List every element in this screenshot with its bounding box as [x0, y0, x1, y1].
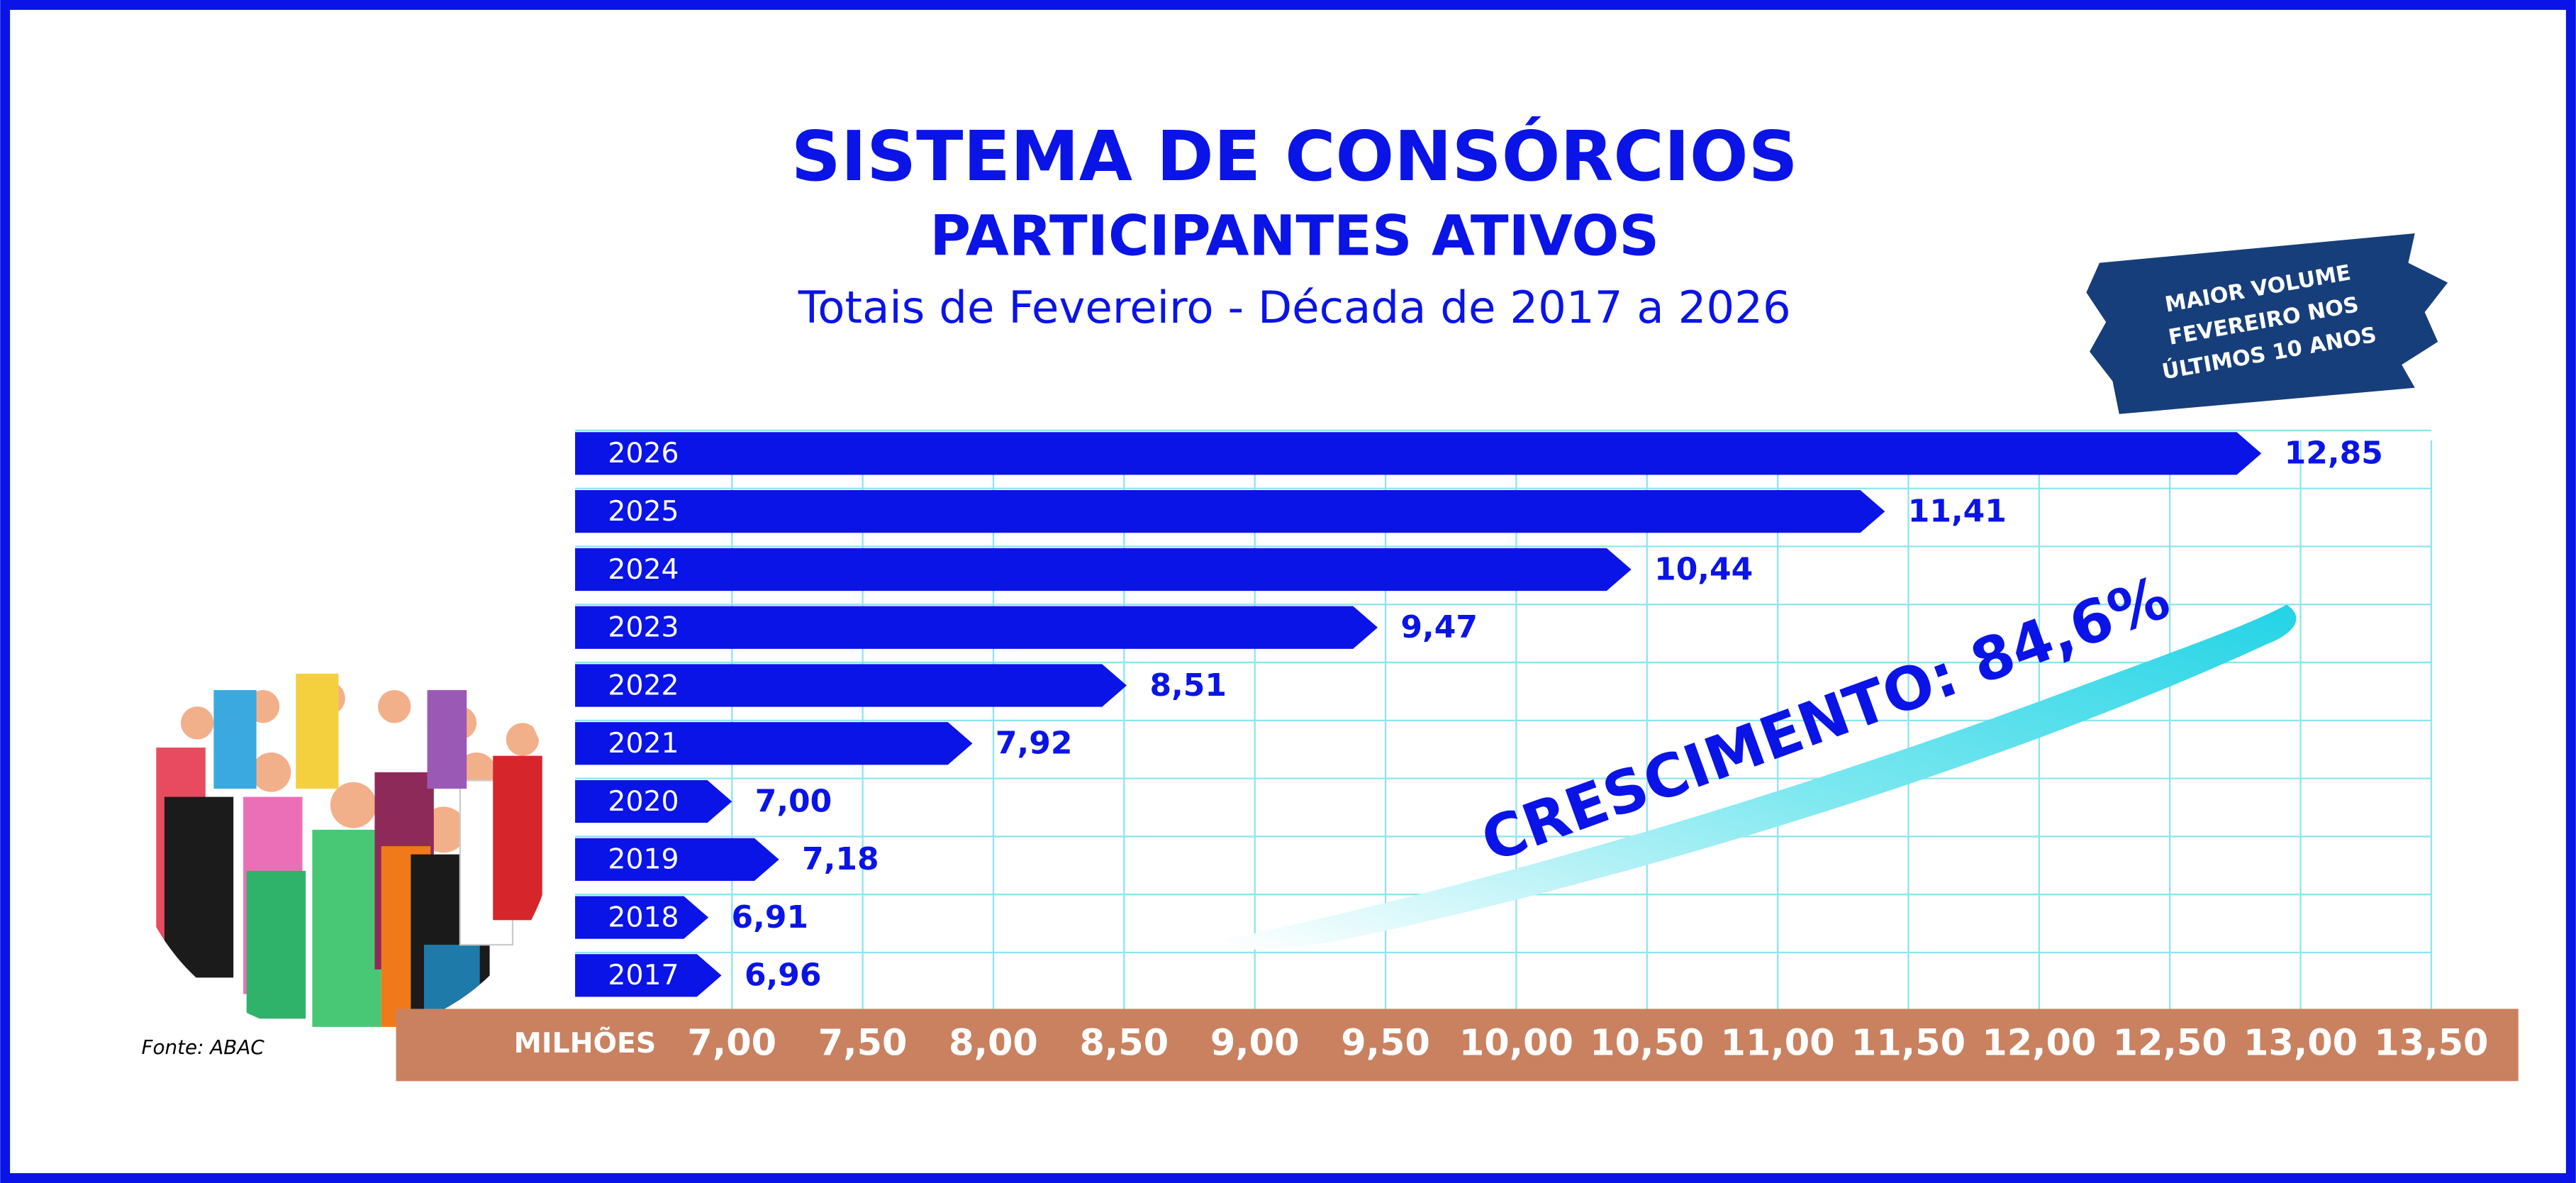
value-label: 11,41: [1908, 493, 2007, 529]
category-label: 2023: [608, 611, 679, 644]
x-tick-label: 13,00: [2243, 1022, 2358, 1064]
chart-subtitle: PARTICIPANTES ATIVOS: [930, 204, 1659, 269]
bar: [575, 664, 1127, 707]
x-axis-label: MILHÕES: [514, 1026, 657, 1060]
bar: [575, 954, 722, 997]
x-tick-label: 12,50: [2113, 1022, 2227, 1064]
x-tick-label: 12,00: [1982, 1022, 2096, 1064]
x-tick-label: 8,50: [1079, 1022, 1169, 1064]
category-label: 2017: [608, 959, 679, 992]
category-label: 2020: [608, 785, 679, 818]
x-axis-band: [396, 1009, 2519, 1082]
crowd-illustration: [128, 608, 556, 1035]
value-label: 6,91: [732, 899, 809, 935]
chart-title: SISTEMA DE CONSÓRCIOS: [791, 115, 1798, 196]
x-tick-label: 7,00: [687, 1022, 776, 1064]
bar: [575, 722, 973, 765]
bar: [575, 432, 2262, 475]
x-tick-label: 7,50: [818, 1022, 908, 1064]
value-label: 9,47: [1400, 609, 1478, 645]
bar: [575, 490, 1885, 533]
value-label: 7,18: [802, 841, 879, 877]
x-tick-label: 10,50: [1590, 1022, 1704, 1064]
category-label: 2018: [608, 901, 679, 933]
value-label: 7,92: [996, 726, 1073, 762]
category-label: 2024: [608, 553, 679, 586]
badge-shape: [2086, 233, 2448, 414]
bar: [575, 838, 779, 881]
chart-caption: Totais de Fevereiro - Década de 2017 a 2…: [798, 282, 1791, 333]
category-label: 2021: [608, 727, 679, 760]
value-label: 8,51: [1149, 667, 1227, 704]
x-tick-label: 10,00: [1459, 1022, 1573, 1064]
bar: [575, 896, 709, 939]
value-label: 7,00: [755, 783, 832, 819]
category-label: 2026: [608, 437, 679, 470]
category-label: 2019: [608, 843, 679, 876]
bar: [575, 606, 1378, 649]
category-label: 2025: [608, 495, 679, 528]
source: Fonte: ABAC: [141, 1035, 264, 1059]
category-label: 2022: [608, 669, 679, 701]
x-tick-label: 8,00: [949, 1022, 1038, 1064]
bar: [575, 548, 1632, 592]
value-label: 12,85: [2285, 435, 2383, 472]
x-tick-label: 13,50: [2374, 1022, 2488, 1064]
x-tick-label: 9,50: [1341, 1022, 1430, 1064]
bar: [575, 779, 732, 823]
value-label: 10,44: [1654, 551, 1753, 587]
x-tick-label: 11,50: [1851, 1022, 1966, 1064]
x-tick-label: 11,00: [1721, 1022, 1835, 1064]
value-label: 6,96: [745, 957, 822, 994]
badge: [2086, 233, 2448, 414]
x-tick-label: 9,00: [1210, 1022, 1300, 1064]
